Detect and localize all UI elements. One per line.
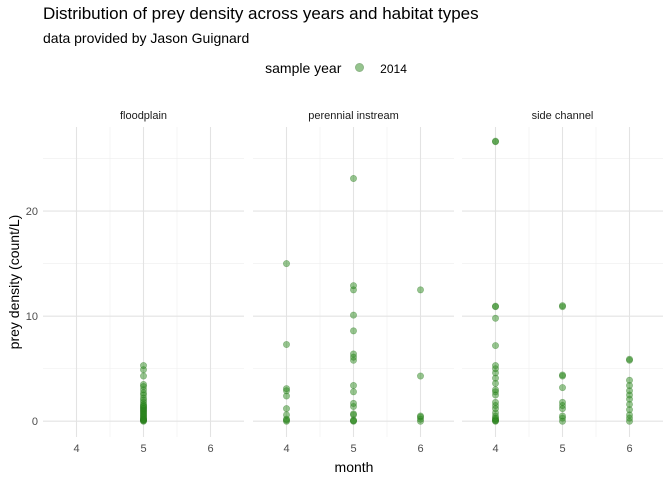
panel-strip-label: perennial instream — [308, 110, 399, 122]
data-point — [558, 398, 566, 406]
data-point — [140, 380, 148, 388]
legend-key-icon — [355, 62, 365, 72]
panel-strip-label: floodplain — [120, 110, 167, 122]
data-point — [349, 327, 357, 335]
data-point — [491, 342, 499, 350]
data-point — [625, 376, 633, 384]
data-point — [416, 286, 424, 294]
chart-title: Distribution of prey density across year… — [43, 4, 479, 23]
data-point — [349, 388, 357, 396]
x-tick-label: 5 — [140, 443, 146, 455]
legend-label: 2014 — [380, 62, 407, 76]
x-tick-label: 5 — [559, 443, 565, 455]
data-point — [349, 282, 357, 290]
y-tick-label: 20 — [26, 206, 38, 218]
data-point — [491, 302, 499, 310]
data-point — [558, 412, 566, 420]
legend-title: sample year — [265, 60, 342, 76]
data-point — [282, 260, 290, 268]
data-point — [349, 311, 357, 319]
data-point — [416, 412, 424, 420]
data-point — [140, 362, 148, 370]
data-point — [625, 355, 633, 363]
x-tick-label: 5 — [350, 443, 356, 455]
data-point — [491, 314, 499, 322]
data-point — [349, 399, 357, 407]
data-point — [558, 384, 566, 392]
data-point — [491, 137, 499, 145]
x-tick-label: 4 — [73, 443, 79, 455]
y-tick-label: 10 — [26, 311, 38, 323]
x-tick-label: 4 — [492, 443, 498, 455]
y-axis-label: prey density (count/L) — [6, 215, 22, 350]
data-point — [349, 174, 357, 182]
data-point — [349, 382, 357, 390]
data-point — [140, 372, 148, 380]
x-tick-label: 6 — [626, 443, 632, 455]
data-point — [282, 385, 290, 393]
legend: sample year 2014 — [0, 60, 672, 76]
x-tick-label: 6 — [207, 443, 213, 455]
data-point — [349, 410, 357, 418]
x-axis-label: month — [335, 459, 374, 475]
panel-strip-label: side channel — [532, 110, 594, 122]
data-point — [558, 371, 566, 379]
data-point — [282, 411, 290, 419]
chart-subtitle: data provided by Jason Guignard — [43, 30, 250, 46]
data-point — [491, 398, 499, 406]
data-point — [491, 386, 499, 394]
y-tick-label: 0 — [32, 416, 38, 428]
x-tick-label: 4 — [283, 443, 289, 455]
data-point — [416, 372, 424, 380]
data-point — [558, 302, 566, 310]
data-point — [282, 405, 290, 413]
x-tick-label: 6 — [417, 443, 423, 455]
data-point — [491, 362, 499, 370]
data-point — [349, 350, 357, 358]
data-point — [282, 341, 290, 349]
